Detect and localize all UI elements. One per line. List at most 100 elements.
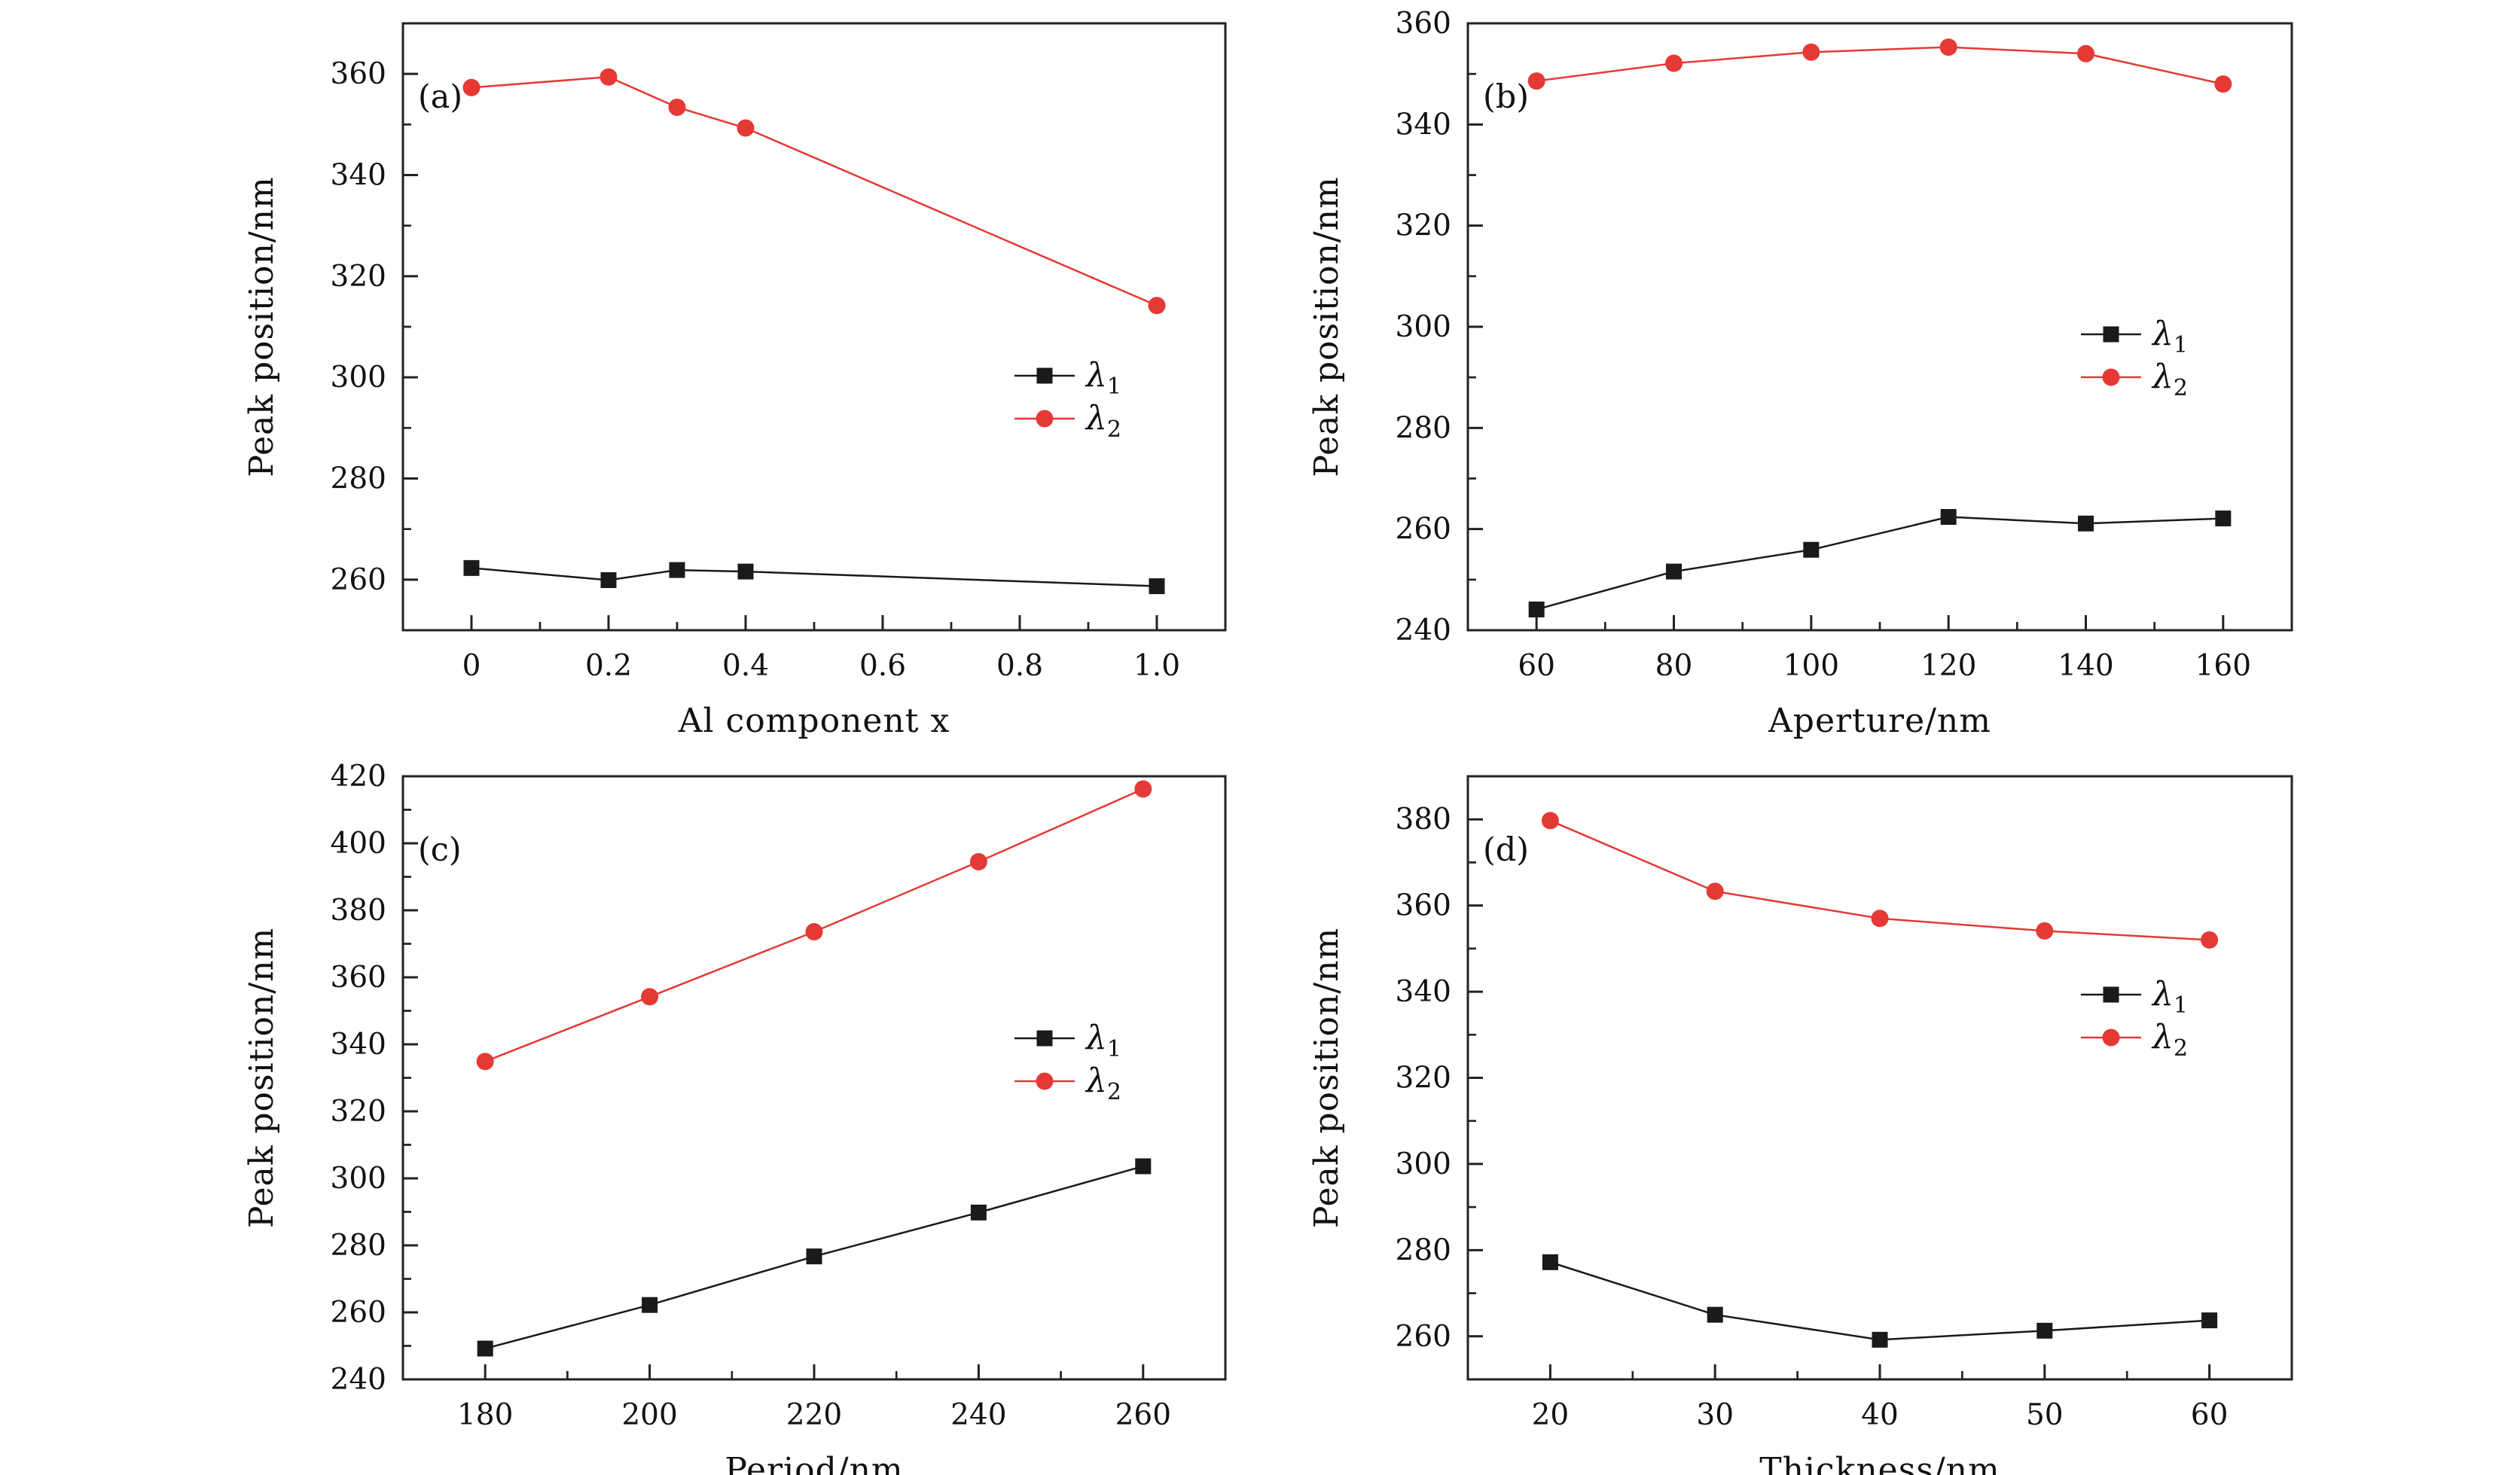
data-point-lambda1 bbox=[2201, 1312, 2218, 1329]
y-tick-label: 380 bbox=[331, 894, 386, 928]
data-point-lambda2 bbox=[737, 119, 755, 137]
data-point-lambda2 bbox=[462, 78, 481, 96]
y-tick-label: 280 bbox=[331, 1229, 386, 1263]
y-axis-title: Peak position/nm bbox=[1307, 176, 1346, 477]
y-tick-label: 380 bbox=[1396, 803, 1451, 837]
panel-label: (a) bbox=[418, 78, 462, 116]
legend-label-lambda2: λ2 bbox=[1085, 1062, 1121, 1105]
y-axis-title: Peak position/nm bbox=[243, 928, 281, 1228]
panel-c: 180 200 220 240 260 240 260 280 300 320 340 360 380 4… bbox=[243, 760, 1227, 1475]
data-point-lambda2 bbox=[2201, 931, 2219, 949]
x-tick-label: 220 bbox=[786, 1398, 842, 1432]
data-point-lambda2 bbox=[2077, 44, 2094, 62]
data-point-lambda1 bbox=[477, 1340, 493, 1357]
data-point-lambda1 bbox=[642, 1297, 658, 1313]
x-tick-label: 50 bbox=[2026, 1398, 2064, 1432]
data-point-lambda2 bbox=[476, 1053, 494, 1071]
legend-marker bbox=[1036, 367, 1053, 384]
series-line-lambda2 bbox=[1536, 46, 2224, 85]
data-point-lambda1 bbox=[2215, 510, 2232, 527]
x-tick-label: 0.4 bbox=[722, 649, 769, 683]
y-tick-label: 260 bbox=[1396, 513, 1451, 547]
y-tick-label: 420 bbox=[331, 760, 386, 794]
data-point-lambda2 bbox=[1665, 54, 1683, 72]
y-tick-label: 260 bbox=[1396, 1320, 1451, 1354]
y-tick-label: 320 bbox=[1396, 1062, 1451, 1096]
panel-label: (b) bbox=[1483, 78, 1529, 116]
data-point-lambda1 bbox=[669, 562, 685, 578]
legend-label-lambda2: λ2 bbox=[2151, 1018, 2188, 1062]
data-point-lambda2 bbox=[969, 852, 987, 870]
y-tick-label: 300 bbox=[331, 1162, 386, 1196]
y-tick-label: 280 bbox=[331, 462, 386, 496]
x-tick-label: 140 bbox=[2058, 649, 2113, 683]
y-tick-label: 300 bbox=[1396, 1147, 1451, 1181]
data-point-lambda1 bbox=[1542, 1254, 1558, 1270]
x-axis-title: Thickness/nm bbox=[1759, 1451, 2000, 1475]
x-tick-label: 0 bbox=[462, 649, 481, 683]
data-point-lambda2 bbox=[1939, 38, 1957, 56]
x-tick-label: 40 bbox=[1861, 1398, 1899, 1432]
legend-marker bbox=[1036, 410, 1054, 428]
y-tick-label: 260 bbox=[331, 1296, 386, 1330]
panel-d: 20 30 40 50 60 260 280 300 320 340 360 380 Thickness… bbox=[1307, 775, 2293, 1475]
data-point-lambda2 bbox=[805, 922, 823, 940]
legend-marker bbox=[2102, 368, 2120, 386]
data-point-lambda1 bbox=[1528, 601, 1545, 617]
y-tick-label: 280 bbox=[1396, 1233, 1451, 1267]
y-tick-label: 400 bbox=[331, 827, 386, 861]
y-tick-label: 260 bbox=[331, 563, 386, 597]
data-point-lambda2 bbox=[1802, 43, 1820, 61]
legend-marker bbox=[1036, 1072, 1054, 1090]
y-tick-label: 360 bbox=[1396, 7, 1451, 41]
legend-marker bbox=[1036, 1030, 1053, 1047]
data-point-lambda1 bbox=[1666, 563, 1682, 580]
y-tick-label: 320 bbox=[1396, 209, 1451, 243]
y-tick-label: 240 bbox=[331, 1363, 386, 1397]
panel-a: 0 0.2 0.4 0.6 0.8 1.0 260 280 300 320 340 360 Al com… bbox=[243, 22, 1227, 740]
y-tick-label: 340 bbox=[1396, 108, 1451, 142]
x-tick-label: 100 bbox=[1783, 649, 1839, 683]
data-point-lambda1 bbox=[463, 559, 480, 576]
data-point-lambda1 bbox=[600, 572, 617, 589]
data-point-lambda1 bbox=[1872, 1331, 1888, 1348]
legend-label-lambda1: λ1 bbox=[1085, 1019, 1121, 1062]
x-axis-title: Al component x bbox=[678, 702, 950, 740]
data-point-lambda2 bbox=[599, 68, 618, 86]
data-point-lambda1 bbox=[806, 1248, 822, 1265]
legend-label-lambda1: λ1 bbox=[2151, 315, 2188, 358]
data-point-lambda2 bbox=[1541, 812, 1559, 830]
data-point-lambda2 bbox=[2214, 75, 2232, 93]
x-tick-label: 180 bbox=[457, 1398, 513, 1432]
y-tick-label: 320 bbox=[331, 1095, 386, 1129]
y-axis-title: Peak position/nm bbox=[243, 176, 281, 477]
plot-frame bbox=[401, 22, 1227, 632]
y-tick-label: 360 bbox=[1396, 889, 1451, 923]
x-tick-label: 80 bbox=[1655, 649, 1693, 683]
data-point-lambda2 bbox=[1527, 72, 1545, 90]
legend-marker bbox=[2103, 326, 2119, 343]
x-tick-label: 0.2 bbox=[585, 649, 632, 683]
y-tick-label: 340 bbox=[331, 1028, 386, 1062]
data-point-lambda2 bbox=[1706, 882, 1724, 901]
y-tick-label: 360 bbox=[331, 57, 386, 91]
data-point-lambda2 bbox=[1871, 910, 1889, 928]
data-point-lambda2 bbox=[668, 98, 686, 116]
x-tick-label: 260 bbox=[1115, 1398, 1171, 1432]
x-tick-label: 120 bbox=[1921, 649, 1976, 683]
x-tick-label: 30 bbox=[1696, 1398, 1734, 1432]
data-point-lambda1 bbox=[1803, 541, 1820, 558]
y-axis-title: Peak position/nm bbox=[1307, 928, 1346, 1228]
data-point-lambda2 bbox=[1134, 780, 1152, 798]
legend-marker bbox=[2103, 986, 2119, 1003]
panel-label: (c) bbox=[418, 831, 462, 869]
data-point-lambda1 bbox=[1707, 1306, 1723, 1323]
y-tick-label: 340 bbox=[1396, 975, 1451, 1009]
legend-label-lambda2: λ2 bbox=[1085, 399, 1121, 443]
data-point-lambda1 bbox=[970, 1204, 987, 1221]
x-tick-label: 60 bbox=[1518, 649, 1555, 683]
x-tick-label: 240 bbox=[950, 1398, 1006, 1432]
